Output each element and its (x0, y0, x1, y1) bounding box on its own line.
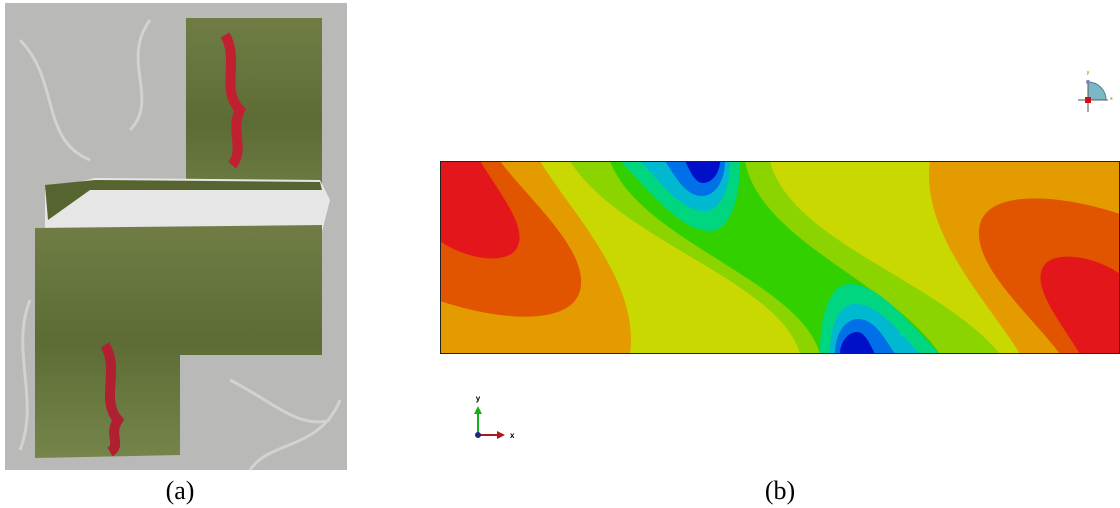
view-triad-node (1086, 80, 1090, 84)
triad-x-arrow (497, 431, 505, 439)
view-triad-y-label: y (1087, 70, 1090, 76)
caption-b: (b) (765, 476, 795, 505)
triad-x-label: x (510, 431, 515, 440)
view-triad-origin (1085, 97, 1091, 103)
contour-plot (440, 161, 1120, 354)
triad-origin (475, 432, 481, 438)
triad-y-label: y (476, 394, 481, 403)
figure: (a) (0, 0, 1120, 508)
triad-y-arrow (474, 406, 482, 414)
axis-triad: y x (474, 394, 515, 440)
photo (5, 3, 347, 470)
view-triad: y x (1078, 70, 1113, 112)
view-triad-x-label: x (1110, 96, 1113, 102)
caption-a: (a) (166, 476, 195, 505)
